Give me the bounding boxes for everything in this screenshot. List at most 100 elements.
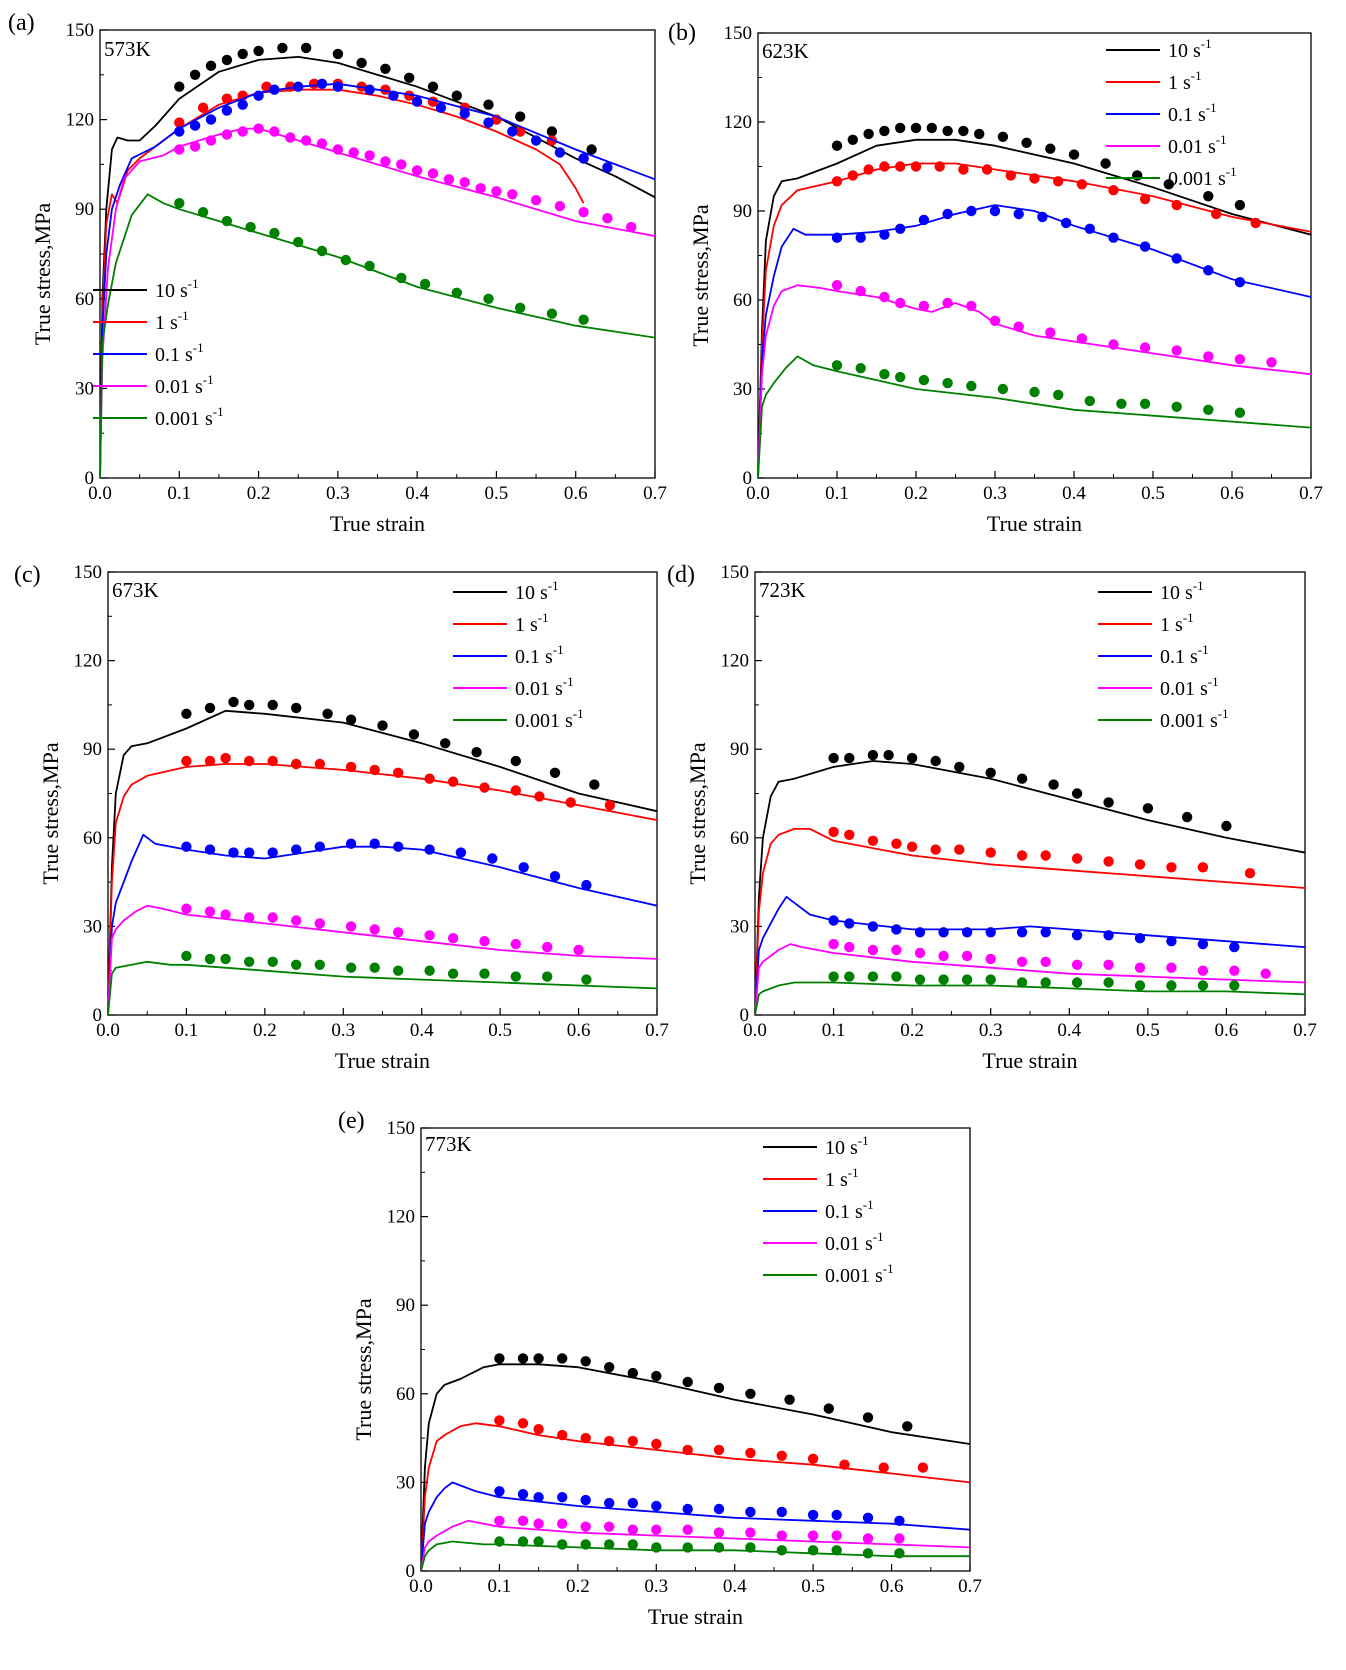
data-point [580, 1356, 591, 1367]
data-point [1211, 208, 1222, 220]
data-point [831, 1509, 842, 1521]
data-point [954, 761, 965, 773]
y-tick-label: 60 [75, 289, 94, 310]
series-line-1 [755, 828, 1305, 1015]
data-point [253, 123, 264, 134]
data-point [784, 1394, 795, 1405]
data-point [1071, 853, 1083, 864]
data-point [244, 912, 255, 923]
legend-entry: 0.001 s-1 [155, 404, 224, 430]
data-point [291, 915, 302, 926]
y-tick-label: 150 [724, 23, 753, 44]
data-point [776, 1506, 787, 1518]
x-tick-label: 0.3 [326, 483, 350, 504]
legend-superscript: -1 [873, 1229, 884, 1244]
y-tick-label: 90 [396, 1295, 415, 1316]
data-point [300, 42, 312, 54]
data-point [269, 84, 280, 95]
data-point [855, 285, 866, 297]
y-tick-label: 90 [83, 739, 102, 760]
data-point [895, 297, 906, 309]
data-point [914, 974, 926, 985]
data-point [831, 1530, 842, 1541]
data-point [1139, 398, 1151, 409]
data-point [831, 232, 843, 243]
data-point [997, 383, 1009, 395]
data-point [204, 755, 216, 767]
x-tick-label: 0.3 [644, 1576, 668, 1597]
plot-area [758, 122, 1311, 478]
data-point [894, 1548, 905, 1559]
data-point [862, 1512, 874, 1524]
data-point [895, 161, 906, 172]
legend-superscript: -1 [858, 1133, 869, 1148]
data-point [1045, 327, 1056, 338]
data-point [1084, 223, 1096, 234]
y-tick-label: 150 [721, 562, 750, 583]
data-point [844, 829, 855, 840]
data-point [1068, 149, 1080, 160]
legend: 10 s-11 s-10.1 s-10.01 s-10.001 s-1 [453, 578, 584, 732]
data-point [1053, 389, 1064, 401]
data-point [1139, 342, 1151, 353]
y-axis-title: True stress,MPa [688, 204, 713, 346]
data-point [1116, 398, 1127, 409]
data-point [1229, 941, 1240, 953]
plot-area [108, 696, 657, 1015]
data-point [713, 1382, 725, 1394]
data-point [1134, 859, 1146, 870]
data-point [221, 215, 233, 227]
series-line-0 [758, 138, 1311, 478]
y-tick-label: 30 [733, 379, 752, 400]
data-point [221, 129, 233, 140]
data-point [713, 1444, 725, 1456]
data-point [340, 254, 351, 266]
data-point [713, 1542, 725, 1553]
data-point [682, 1444, 693, 1456]
data-point [316, 138, 328, 149]
data-point [938, 927, 949, 938]
data-point [443, 174, 455, 185]
data-point [1108, 185, 1119, 196]
y-tick-label: 0 [93, 1005, 103, 1026]
data-point [291, 758, 302, 770]
data-point [1250, 217, 1261, 229]
x-tick-label: 0.4 [1062, 483, 1086, 504]
data-point [517, 1489, 529, 1500]
data-point [1016, 850, 1028, 861]
data-point [1013, 321, 1024, 332]
data-point [682, 1542, 693, 1553]
data-point [291, 959, 302, 970]
legend-superscript: -1 [1218, 706, 1229, 721]
data-point [906, 752, 918, 764]
data-point [1229, 980, 1240, 991]
data-point [479, 968, 490, 979]
data-point [475, 183, 486, 194]
data-point [831, 140, 843, 151]
data-point [221, 93, 233, 104]
data-point [626, 221, 637, 233]
data-point [713, 1527, 725, 1538]
data-point [828, 915, 839, 926]
data-point [314, 918, 325, 929]
data-point [831, 1545, 842, 1556]
data-point [348, 147, 359, 158]
x-axis-title: True strain [982, 1048, 1077, 1073]
data-point [1021, 137, 1032, 148]
data-point [867, 835, 879, 846]
data-point [483, 293, 494, 304]
data-point [181, 903, 192, 914]
data-point [549, 871, 561, 882]
data-point [494, 1536, 505, 1547]
legend-superscript: -1 [188, 276, 199, 291]
x-tick-label: 0.1 [175, 1020, 199, 1041]
data-point [985, 974, 996, 985]
chart-panel-b: 0.0 0.1 0.2 0.3 0.4 0.5 0.6 0.7 0 30 60 90 120 150 Tru… [668, 20, 1323, 536]
data-point [1266, 357, 1277, 368]
data-point [181, 708, 192, 719]
y-tick-label: 120 [721, 651, 750, 672]
data-point [604, 1435, 615, 1447]
data-point [204, 953, 216, 965]
data-point [879, 369, 890, 380]
data-point [682, 1503, 693, 1515]
